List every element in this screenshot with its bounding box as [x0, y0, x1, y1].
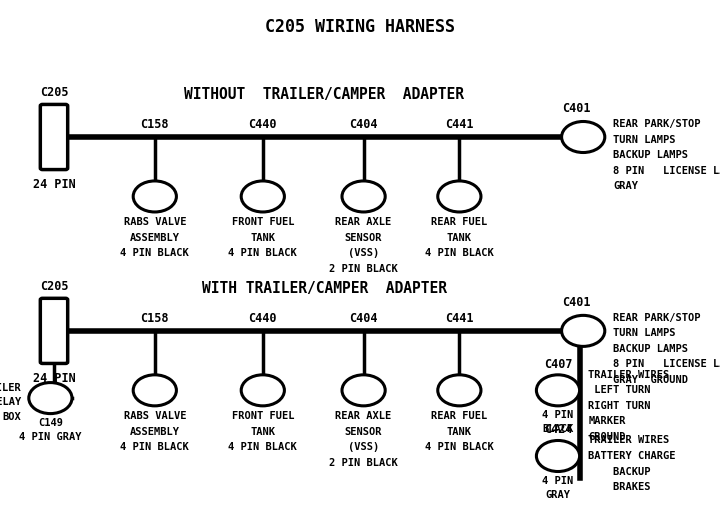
Circle shape: [133, 181, 176, 212]
Circle shape: [133, 375, 176, 406]
Text: TURN LAMPS: TURN LAMPS: [613, 134, 676, 145]
Text: C440: C440: [248, 118, 277, 131]
Text: REAR FUEL: REAR FUEL: [431, 217, 487, 227]
Text: C158: C158: [140, 118, 169, 131]
Text: RABS VALVE: RABS VALVE: [124, 411, 186, 421]
Text: TRAILER WIRES: TRAILER WIRES: [588, 435, 670, 446]
Text: 4 PIN BLACK: 4 PIN BLACK: [228, 248, 297, 258]
Text: TANK: TANK: [251, 427, 275, 436]
Circle shape: [438, 181, 481, 212]
Text: C404: C404: [349, 312, 378, 325]
Text: TANK: TANK: [447, 233, 472, 242]
Text: ASSEMBLY: ASSEMBLY: [130, 233, 180, 242]
Text: GRAY: GRAY: [613, 181, 639, 191]
Circle shape: [536, 440, 580, 472]
Text: GRAY  GROUND: GRAY GROUND: [613, 375, 688, 385]
Text: BRAKES: BRAKES: [588, 482, 651, 492]
Text: C205 WIRING HARNESS: C205 WIRING HARNESS: [265, 18, 455, 36]
Text: SENSOR: SENSOR: [345, 427, 382, 436]
Text: RABS VALVE: RABS VALVE: [124, 217, 186, 227]
Text: 2 PIN BLACK: 2 PIN BLACK: [329, 458, 398, 467]
Circle shape: [342, 375, 385, 406]
Text: RELAY: RELAY: [0, 397, 22, 407]
Text: BACKUP: BACKUP: [588, 466, 651, 477]
Text: BACKUP LAMPS: BACKUP LAMPS: [613, 344, 688, 354]
Text: C149: C149: [38, 418, 63, 428]
Text: TRAILER: TRAILER: [0, 383, 22, 393]
Text: C205: C205: [40, 280, 68, 293]
Text: C441: C441: [445, 312, 474, 325]
Circle shape: [536, 375, 580, 406]
Text: TANK: TANK: [447, 427, 472, 436]
Text: 2 PIN BLACK: 2 PIN BLACK: [329, 264, 398, 273]
Circle shape: [241, 181, 284, 212]
Text: C440: C440: [248, 312, 277, 325]
Text: TRAILER WIRES: TRAILER WIRES: [588, 370, 670, 380]
Text: FRONT FUEL: FRONT FUEL: [232, 217, 294, 227]
Text: C401: C401: [562, 296, 591, 309]
Text: GRAY: GRAY: [546, 490, 570, 500]
Text: C407: C407: [544, 358, 572, 371]
Text: TURN LAMPS: TURN LAMPS: [613, 328, 676, 339]
Circle shape: [562, 121, 605, 153]
Text: SENSOR: SENSOR: [345, 233, 382, 242]
Text: (VSS): (VSS): [348, 248, 379, 258]
Circle shape: [241, 375, 284, 406]
Text: REAR AXLE: REAR AXLE: [336, 217, 392, 227]
Text: WITHOUT  TRAILER/CAMPER  ADAPTER: WITHOUT TRAILER/CAMPER ADAPTER: [184, 87, 464, 102]
Text: 24 PIN: 24 PIN: [32, 178, 76, 191]
Text: C401: C401: [562, 102, 591, 115]
Text: 4 PIN BLACK: 4 PIN BLACK: [425, 442, 494, 452]
Text: MARKER: MARKER: [588, 416, 626, 427]
Text: BACKUP LAMPS: BACKUP LAMPS: [613, 150, 688, 160]
Text: (VSS): (VSS): [348, 442, 379, 452]
Text: BATTERY CHARGE: BATTERY CHARGE: [588, 451, 676, 461]
Circle shape: [562, 315, 605, 346]
Circle shape: [438, 375, 481, 406]
Text: REAR PARK/STOP: REAR PARK/STOP: [613, 119, 701, 129]
Circle shape: [342, 181, 385, 212]
Text: TANK: TANK: [251, 233, 275, 242]
Text: LEFT TURN: LEFT TURN: [588, 385, 651, 396]
Circle shape: [29, 383, 72, 414]
Text: 8 PIN   LICENSE LAMPS: 8 PIN LICENSE LAMPS: [613, 165, 720, 176]
Text: BOX: BOX: [3, 412, 22, 422]
Text: 8 PIN   LICENSE LAMPS: 8 PIN LICENSE LAMPS: [613, 359, 720, 370]
Text: REAR AXLE: REAR AXLE: [336, 411, 392, 421]
FancyBboxPatch shape: [40, 298, 68, 363]
Text: REAR PARK/STOP: REAR PARK/STOP: [613, 313, 701, 323]
Text: 4 PIN BLACK: 4 PIN BLACK: [228, 442, 297, 452]
Text: C205: C205: [40, 86, 68, 99]
Text: 4 PIN BLACK: 4 PIN BLACK: [120, 248, 189, 258]
Text: 4 PIN: 4 PIN: [542, 476, 574, 485]
Text: C404: C404: [349, 118, 378, 131]
Text: WITH TRAILER/CAMPER  ADAPTER: WITH TRAILER/CAMPER ADAPTER: [202, 281, 446, 296]
Text: 4 PIN: 4 PIN: [542, 410, 574, 420]
Text: BLACK: BLACK: [542, 424, 574, 434]
FancyBboxPatch shape: [40, 104, 68, 170]
Text: 4 PIN BLACK: 4 PIN BLACK: [120, 442, 189, 452]
Text: REAR FUEL: REAR FUEL: [431, 411, 487, 421]
Text: RIGHT TURN: RIGHT TURN: [588, 401, 651, 411]
Text: FRONT FUEL: FRONT FUEL: [232, 411, 294, 421]
Text: C158: C158: [140, 312, 169, 325]
Text: 4 PIN BLACK: 4 PIN BLACK: [425, 248, 494, 258]
Text: 4 PIN GRAY: 4 PIN GRAY: [19, 432, 81, 442]
Text: C424: C424: [544, 423, 572, 436]
Text: GROUND: GROUND: [588, 432, 626, 442]
Text: C441: C441: [445, 118, 474, 131]
Text: 24 PIN: 24 PIN: [32, 372, 76, 385]
Text: ASSEMBLY: ASSEMBLY: [130, 427, 180, 436]
